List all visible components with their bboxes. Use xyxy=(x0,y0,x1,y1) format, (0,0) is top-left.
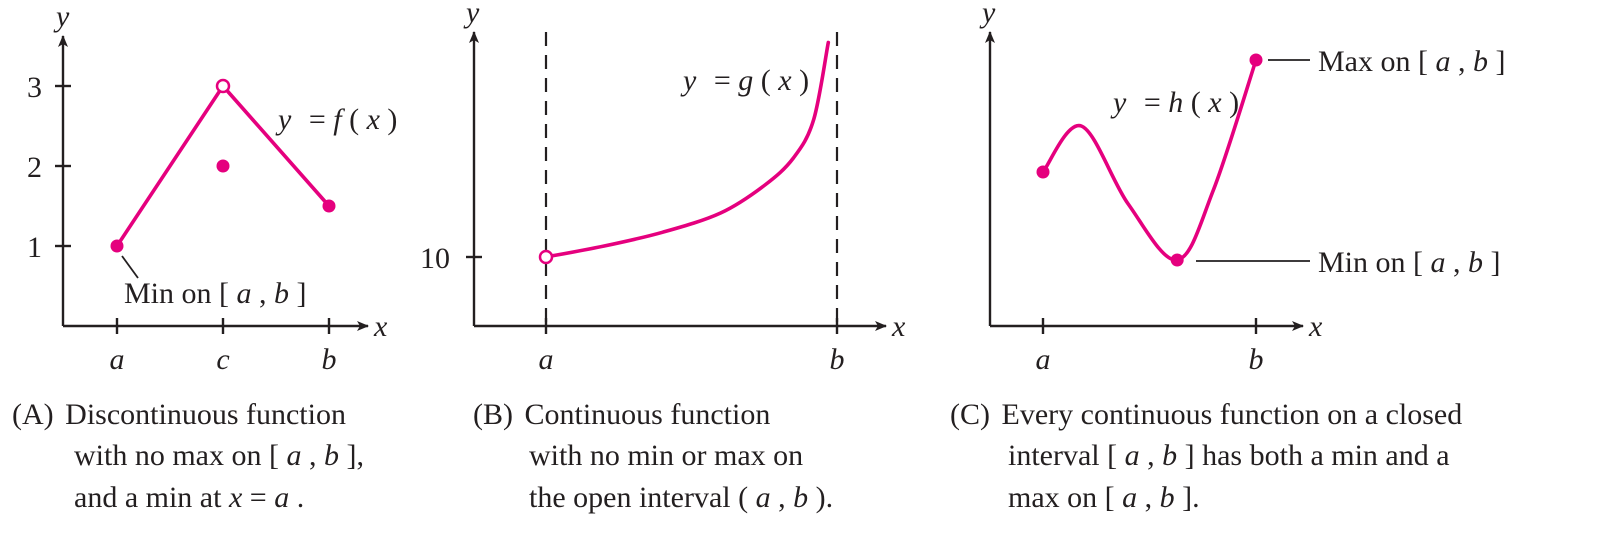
panel-b-y-axis-label: y xyxy=(463,0,480,29)
panel-a-curve-label: y = f ( x ) xyxy=(275,103,397,136)
panel-a-point-min xyxy=(110,239,124,253)
panel-c-x-tick-label-a: a xyxy=(1036,343,1051,376)
panel-c-curve-label: y = h ( x ) xyxy=(1110,86,1239,119)
panel-a-point-isolated xyxy=(216,159,230,173)
panel-a-point-end xyxy=(322,199,336,213)
panel-c-point-start xyxy=(1036,165,1050,179)
panel-a-caption-line-1: (A) Discontinuous function xyxy=(12,398,346,431)
panel-b-x-axis-label: x xyxy=(891,310,906,343)
panel-a-y-tick-label-1: 1 xyxy=(27,231,42,264)
panel-b-caption-line-1: (B) Continuous function xyxy=(473,398,770,431)
panel-b-series-g xyxy=(544,40,831,259)
panel-c-caption-line-1: (C) Every continuous function on a close… xyxy=(950,398,1462,431)
panel-b-x-tick-label-b: b xyxy=(830,343,845,376)
panel-c-y-axis-label: y xyxy=(979,0,996,29)
panel-b-curve-label: y = g ( x ) xyxy=(680,64,809,97)
panel-a-x-tick-label-b: b xyxy=(322,343,337,376)
panel-a-y-tick-label-3: 3 xyxy=(27,71,42,104)
panel-a-caption: (A) Discontinuous function with no max o… xyxy=(12,398,364,514)
panel-c-caption: (C) Every continuous function on a close… xyxy=(950,398,1462,514)
panel-b-y-tick-label-10: 10 xyxy=(420,242,450,275)
panel-b-x-tick-label-a: a xyxy=(539,343,554,376)
panel-a-y-ticks: 1 2 3 xyxy=(27,71,71,264)
panel-b-caption: (B) Continuous function with no min or m… xyxy=(473,398,833,514)
panel-c-caption-line-3: max on [ a , b ]. xyxy=(1008,481,1200,514)
panel-a-x-tick-label-c: c xyxy=(216,343,229,376)
panel-a-x-tick-label-a: a xyxy=(110,343,125,376)
panel-c-x-tick-label-b: b xyxy=(1249,343,1264,376)
panel-a-x-axis-label: x xyxy=(373,310,388,343)
panel-a-y-tick-label-2: 2 xyxy=(27,151,42,184)
panel-c-min-annotation: Min on [ a , b ] xyxy=(1318,246,1501,279)
panel-c-series-h xyxy=(1041,58,1258,262)
panel-a-caption-line-2: with no max on [ a , b ], xyxy=(74,439,364,472)
panel-b-caption-line-2: with no min or max on xyxy=(529,439,803,472)
panel-c-caption-line-2: interval [ a , b ] has both a min and a xyxy=(1008,439,1450,472)
panel-c-point-max xyxy=(1249,53,1263,67)
panel-b-point-open xyxy=(538,249,554,265)
panel-a-x-ticks: a c b xyxy=(110,318,337,376)
panel-a-point-open xyxy=(215,78,231,94)
panel-b-caption-line-3: the open interval ( a , b ). xyxy=(529,481,833,514)
panel-a: y x 1 2 3 a c b y = f ( x ) xyxy=(12,0,397,514)
panel-a-min-annotation: Min on [ a , b ] xyxy=(124,277,307,310)
panel-a-min-leader xyxy=(121,255,139,279)
panel-c-point-min xyxy=(1170,253,1184,267)
panel-c-x-axis-label: x xyxy=(1308,310,1323,343)
panel-a-y-axis-label: y xyxy=(53,0,70,33)
panel-b: y x 10 a b y = g ( x ) (B) Continuous fu… xyxy=(420,0,906,514)
panel-c: y x a b y = h ( x ) Max on [ a , b ] Min… xyxy=(950,0,1505,514)
panel-c-max-annotation: Max on [ a , b ] xyxy=(1318,45,1505,78)
panel-a-caption-line-3: and a min at x = a . xyxy=(74,481,304,514)
